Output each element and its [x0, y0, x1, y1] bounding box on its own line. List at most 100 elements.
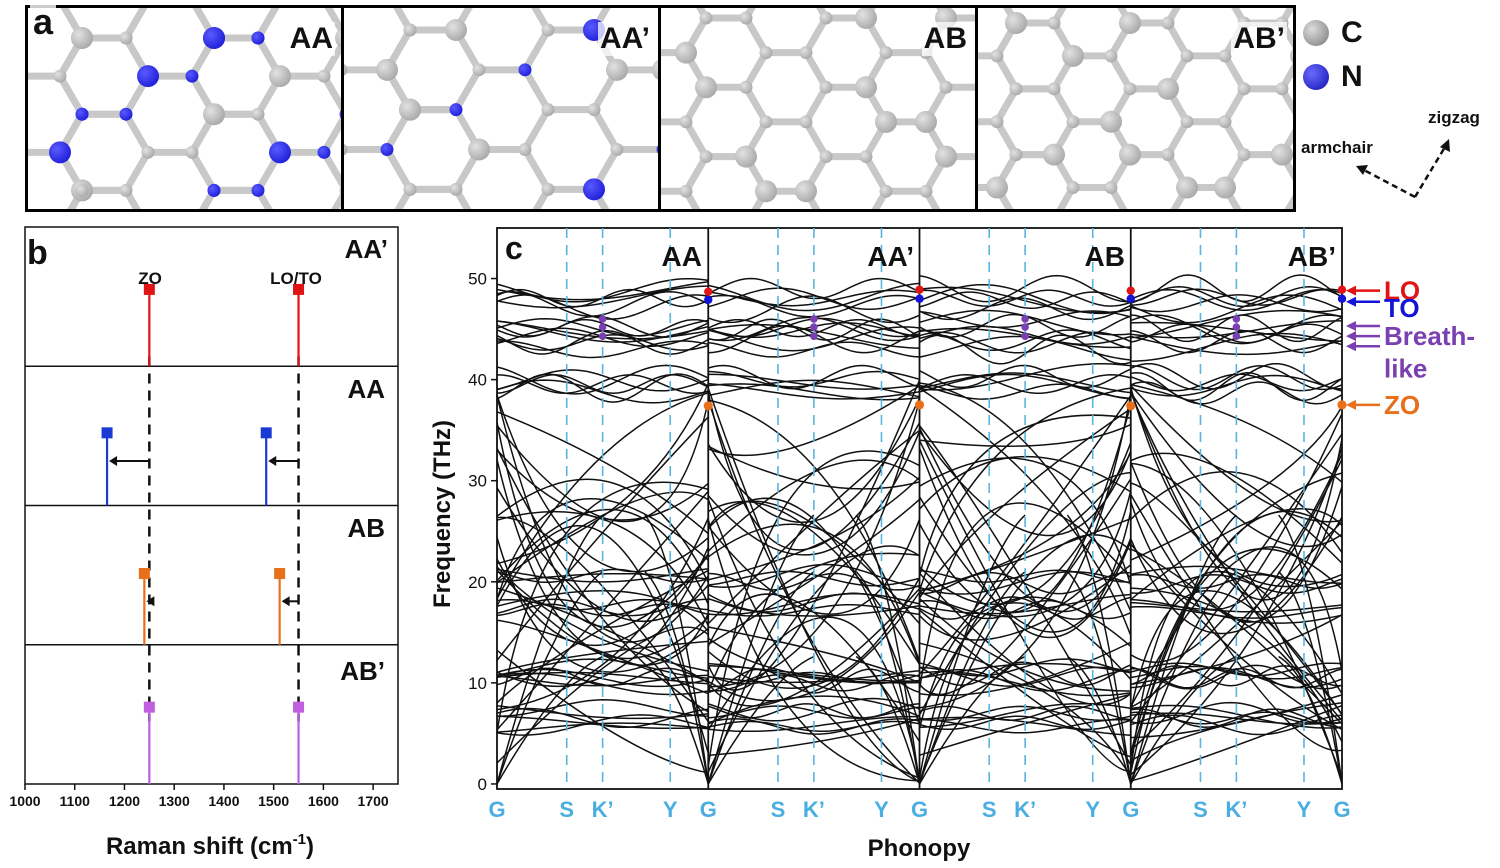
phonon-band	[1130, 288, 1343, 312]
phonon-band	[918, 440, 1131, 773]
structure-label: AB	[921, 22, 969, 56]
phonon-band	[1130, 371, 1343, 402]
kpoint-label: K’	[592, 797, 614, 822]
phonon-y-tick-label: 20	[468, 573, 487, 592]
breath-mode-marker	[598, 315, 607, 323]
breath-mode-marker	[598, 323, 607, 331]
phonon-band	[496, 517, 709, 711]
structure-tile-ab-prime: AB’	[975, 5, 1296, 212]
structure-tile-ab: AB	[658, 5, 978, 212]
phonon-band	[918, 427, 1132, 613]
phonon-band	[919, 705, 1131, 721]
raman-peak-marker	[274, 567, 286, 579]
kpoint-label: Y	[1085, 797, 1100, 822]
zo-mode-marker	[1337, 400, 1347, 410]
phonon-band	[1130, 453, 1343, 611]
lo-to-peak-label: LO/TO	[270, 269, 322, 288]
phonon-band	[496, 395, 709, 643]
phonon-acoustic-band	[644, 571, 709, 785]
phonon-band	[918, 447, 1132, 639]
phonon-acoustic-band	[855, 655, 921, 785]
raman-panel: b ZO LO/TO AA’ AA AB AB’ 1000 1100 1200 130…	[9, 226, 399, 860]
kpoint-label: S	[1193, 797, 1208, 822]
kpoint-label: S	[559, 797, 574, 822]
phonon-band	[496, 554, 709, 646]
breath-mode-marker	[810, 315, 818, 323]
kpoint-label: G	[1333, 797, 1350, 822]
raman-x-tick-label: 1500	[258, 793, 289, 809]
panel-a-letter: a	[30, 2, 57, 42]
phonon-band	[496, 674, 709, 687]
lo-arrow-head	[1346, 285, 1356, 296]
lo-mode-marker	[915, 285, 924, 294]
phonon-band	[707, 445, 920, 490]
raman-x-tick-label: 1000	[9, 793, 40, 809]
kpoint-label: S	[771, 797, 786, 822]
phonon-band	[918, 597, 1131, 692]
breath-mode-marker	[1232, 323, 1241, 331]
raman-peak-marker	[143, 283, 155, 295]
frequency-axis-title: Frequency (THz)	[429, 420, 456, 608]
phonon-y-tick-label: 50	[468, 270, 487, 289]
phonon-acoustic-band	[707, 655, 815, 785]
phonon-band	[1130, 590, 1343, 716]
phonon-band	[1130, 462, 1343, 778]
phonon-band	[707, 498, 920, 779]
phonon-dispersion-panel: c AA AA’ AB AB’ Frequency (THz) Phonopy …	[429, 227, 1475, 862]
zo-mode-marker	[1126, 401, 1136, 411]
phonon-band	[708, 383, 920, 401]
phonon-acoustic-band	[707, 514, 815, 785]
phonon-band	[708, 592, 920, 613]
phonon-band	[918, 395, 1132, 675]
phonon-acoustic-band	[1067, 655, 1132, 785]
phonon-band	[496, 411, 709, 535]
phonon-band	[1130, 447, 1343, 776]
phonon-y-tick-label: 0	[478, 775, 487, 794]
structure-label: AA	[287, 22, 335, 56]
phonon-band	[1130, 458, 1343, 751]
phonon-band	[496, 481, 709, 733]
phonon-structure-label-ab-prime: AB’	[1288, 241, 1336, 272]
phonon-band	[496, 449, 709, 521]
phonon-band	[707, 523, 921, 665]
phonon-band	[707, 385, 920, 457]
phonon-band	[918, 471, 1131, 716]
phonon-acoustic-band	[644, 655, 709, 785]
phonon-acoustic-band	[496, 571, 604, 785]
raman-x-tick-label: 1200	[109, 793, 140, 809]
phonon-band	[1130, 383, 1343, 483]
nitrogen-atom-icon	[1303, 64, 1329, 90]
phonon-structure-label-aa-prime: AA’	[867, 241, 914, 272]
phonon-band	[918, 408, 1132, 599]
legend-nitrogen: N	[1303, 60, 1363, 94]
phonon-band	[496, 487, 709, 622]
raman-x-tick-label: 1100	[60, 793, 91, 809]
raman-x-tick-label: 1600	[308, 793, 339, 809]
phonon-acoustic-band	[1130, 655, 1237, 785]
to-mode-marker	[704, 295, 713, 304]
raman-peak-marker	[260, 427, 272, 439]
phonon-acoustic-band	[918, 514, 1026, 785]
phonon-band	[496, 546, 709, 687]
phonon-band	[708, 593, 920, 616]
raman-peak-marker	[101, 427, 113, 439]
phonon-acoustic-band	[1278, 514, 1343, 785]
phonon-band	[1130, 704, 1343, 782]
raman-shift-arrowhead	[268, 456, 277, 467]
phonon-band	[496, 379, 709, 404]
breath-mode-marker	[810, 332, 818, 340]
phonon-y-tick-label: 10	[468, 674, 487, 693]
raman-x-tick-label: 1300	[159, 793, 190, 809]
phonon-band	[708, 669, 920, 684]
phonon-band	[1130, 472, 1343, 755]
raman-peak-marker	[143, 701, 155, 713]
phonon-band	[1130, 614, 1343, 686]
phonon-y-tick-label: 40	[468, 371, 487, 390]
phonon-band	[1130, 571, 1343, 772]
phonon-band	[1130, 471, 1343, 553]
breath-mode-marker	[810, 323, 818, 331]
phonon-band	[919, 387, 1132, 636]
lattice-image	[661, 8, 975, 209]
phonon-band	[1130, 708, 1343, 728]
legend-label: C	[1341, 16, 1363, 49]
